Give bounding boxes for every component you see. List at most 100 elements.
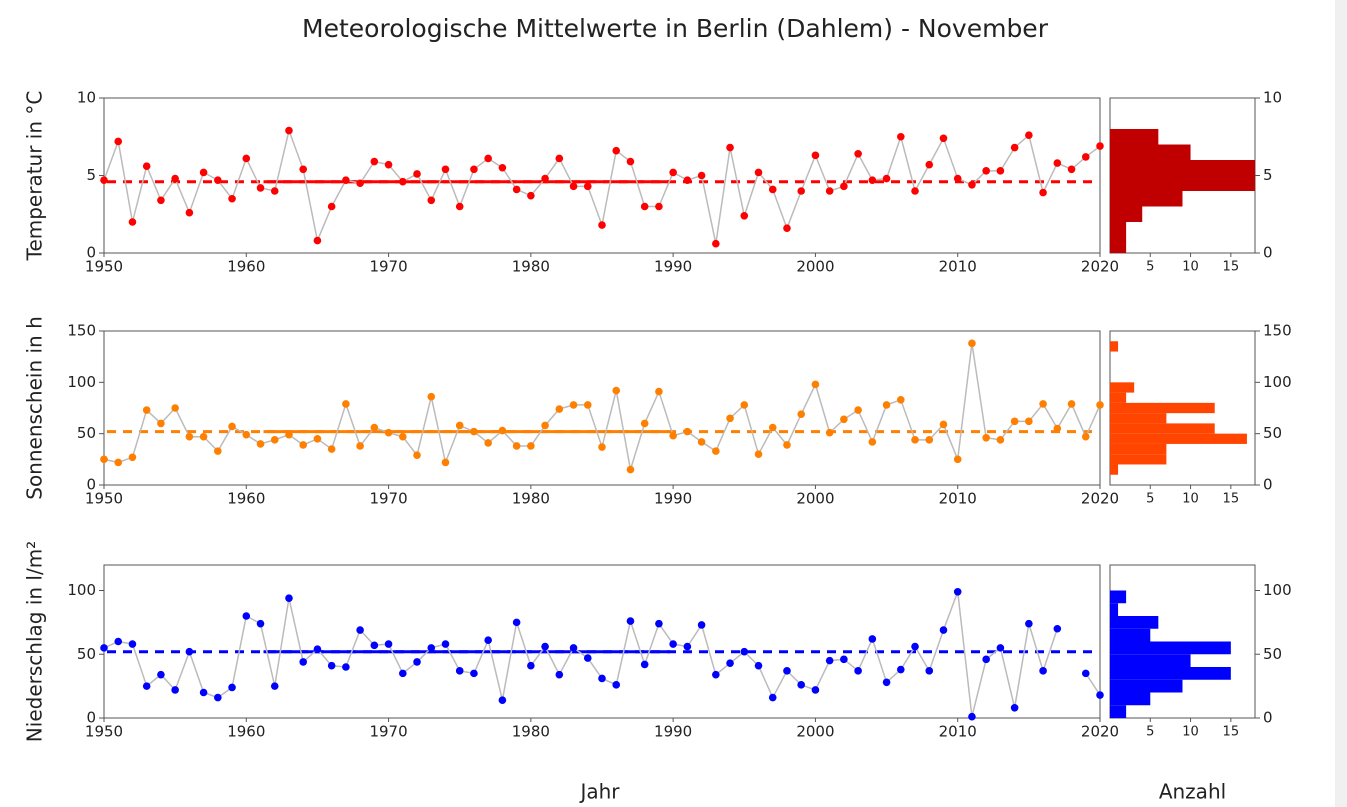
x-tick-label: 10 xyxy=(1182,492,1199,507)
data-point xyxy=(242,154,251,163)
data-point xyxy=(1039,400,1047,408)
hist-bar xyxy=(1110,443,1167,455)
data-point xyxy=(199,168,208,177)
scrollbar xyxy=(1335,0,1347,807)
data-point xyxy=(640,419,649,428)
hist-bar xyxy=(1110,628,1151,642)
data-point xyxy=(128,218,137,226)
data-point xyxy=(356,179,364,188)
data-point xyxy=(427,392,436,401)
data-point xyxy=(598,443,606,451)
data-point xyxy=(512,442,521,450)
plot-frame xyxy=(103,564,1101,719)
data-point xyxy=(1096,401,1104,409)
data-point xyxy=(484,439,492,447)
data-point xyxy=(754,661,763,670)
hist-bar xyxy=(1110,641,1231,655)
data-point xyxy=(541,421,549,430)
data-point xyxy=(640,202,649,211)
data-point xyxy=(911,187,919,195)
data-point xyxy=(825,656,834,665)
x-tick-label: 2000 xyxy=(796,490,834,508)
data-point xyxy=(427,644,436,652)
y-tick-label: 0 xyxy=(86,244,96,262)
y-tick-label: 5 xyxy=(86,166,96,184)
x-tick-label: 1990 xyxy=(654,258,692,276)
y-tick-label: 0 xyxy=(1263,244,1273,262)
data-point xyxy=(484,636,492,645)
data-point xyxy=(399,432,407,441)
x-tick-label: 1990 xyxy=(654,490,692,508)
data-point xyxy=(399,177,407,186)
x-tick-label: 1980 xyxy=(512,258,550,276)
data-point xyxy=(313,435,322,443)
data-point xyxy=(285,126,293,135)
data-point xyxy=(911,642,919,651)
hist-bar xyxy=(1110,191,1183,207)
data-point xyxy=(783,441,791,449)
data-point xyxy=(882,678,891,687)
data-point xyxy=(356,626,364,634)
y-tick-label: 150 xyxy=(67,322,96,340)
data-point xyxy=(1025,619,1033,628)
y-tick-label: 5 xyxy=(1263,166,1273,184)
data-point xyxy=(1081,432,1090,441)
data-point xyxy=(455,421,464,430)
data-point xyxy=(598,221,606,229)
data-point xyxy=(370,641,379,650)
data-point xyxy=(683,427,692,436)
data-point xyxy=(256,440,265,448)
data-point xyxy=(1096,142,1104,150)
y-tick-label: 50 xyxy=(1263,424,1282,442)
data-point xyxy=(669,640,677,648)
data-point xyxy=(939,420,948,429)
data-point xyxy=(797,681,805,689)
hist-bar xyxy=(1110,667,1231,680)
hist-bar xyxy=(1110,129,1159,145)
data-point xyxy=(640,660,649,669)
data-point xyxy=(114,137,123,146)
data-point xyxy=(626,465,635,474)
data-point xyxy=(811,686,820,694)
data-point xyxy=(142,162,151,170)
x-tick-label: 2010 xyxy=(939,258,977,276)
data-point xyxy=(598,674,606,683)
data-point xyxy=(185,208,194,217)
hist-bar xyxy=(1110,705,1127,718)
hist-bar xyxy=(1110,603,1119,616)
data-point xyxy=(569,182,578,191)
x-tick-label: 1960 xyxy=(227,723,265,741)
data-point xyxy=(100,644,108,652)
y-tick-label: 0 xyxy=(86,476,96,494)
data-point xyxy=(313,236,322,245)
data-point xyxy=(1067,400,1076,408)
data-point xyxy=(1081,669,1090,678)
data-point xyxy=(854,406,862,414)
data-point xyxy=(768,423,777,432)
data-point xyxy=(655,387,663,396)
data-point xyxy=(569,401,578,409)
data-point xyxy=(171,404,179,412)
y-tick-label: 150 xyxy=(1263,322,1292,340)
data-point xyxy=(185,432,194,441)
hist-bar xyxy=(1110,237,1127,253)
data-point xyxy=(171,174,179,183)
data-point xyxy=(270,436,279,444)
data-point xyxy=(768,185,777,194)
data-point xyxy=(214,693,222,702)
data-point xyxy=(925,436,934,444)
series-line xyxy=(103,591,1101,717)
data-point xyxy=(953,587,962,596)
x-tick-label: 2010 xyxy=(939,723,977,741)
x-axis-label: Anzahl xyxy=(1159,780,1226,804)
data-point xyxy=(697,438,706,446)
hist-bar xyxy=(1110,341,1119,352)
hist-bar xyxy=(1110,392,1127,403)
data-point xyxy=(498,426,507,435)
x-tick-label: 1960 xyxy=(227,258,265,276)
data-point xyxy=(270,187,279,195)
data-point xyxy=(384,428,393,437)
x-tick-label: 15 xyxy=(1223,492,1240,507)
data-point xyxy=(953,455,962,464)
data-point xyxy=(313,645,322,653)
